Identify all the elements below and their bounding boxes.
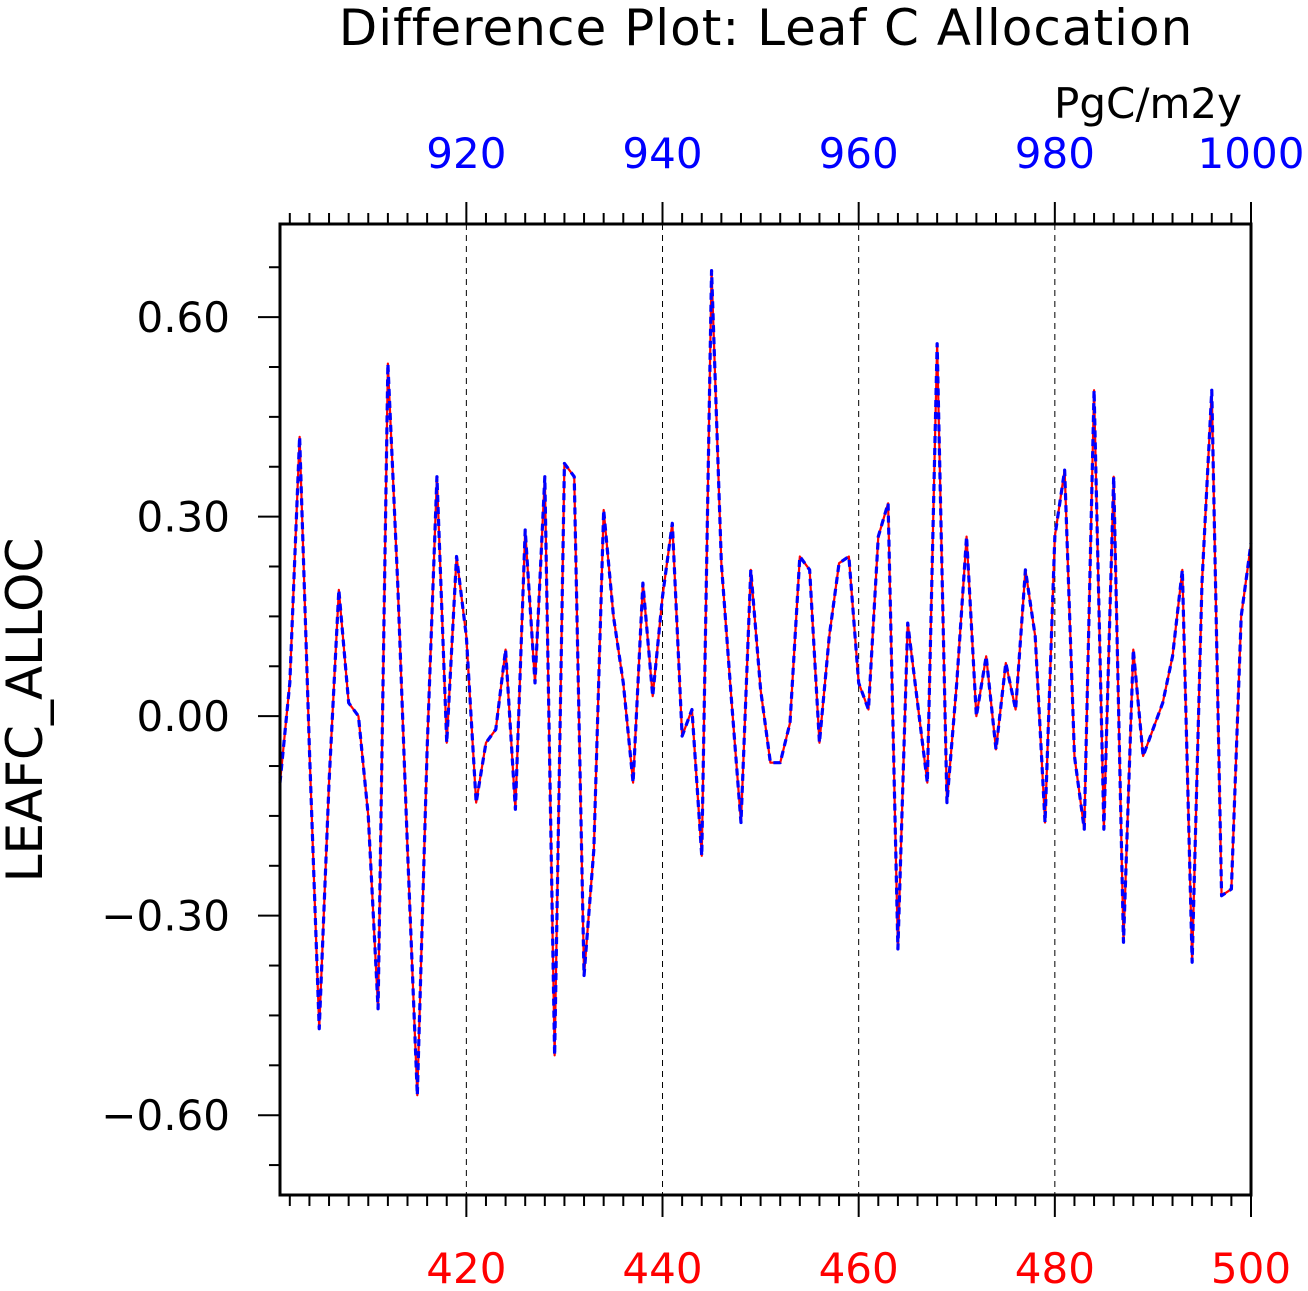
bottom-tick-label: 500 <box>1211 1244 1291 1286</box>
top-tick-label: 980 <box>1015 129 1095 178</box>
top-tick-label: 960 <box>819 129 899 178</box>
bottom-tick-label: 480 <box>1015 1244 1095 1286</box>
chart-title: Difference Plot: Leaf C Allocation <box>339 0 1194 57</box>
bottom-tick-label: 460 <box>819 1244 899 1286</box>
bottom-tick-label: 420 <box>426 1244 506 1286</box>
bottom-tick-label: 440 <box>622 1244 702 1286</box>
axis-ticks <box>258 202 1252 1217</box>
tick-labels: 420 440 460 480 500 920 940 960 980 1000 0.60 0.30 0… <box>101 129 1305 1291</box>
top-tick-label: 1000 <box>1198 129 1305 178</box>
y-tick-label: −0.60 <box>101 1091 230 1140</box>
plot-frame <box>278 222 1253 1197</box>
top-tick-label: 920 <box>426 129 506 178</box>
y-tick-label: 0.30 <box>136 493 230 542</box>
units-label: PgC/m2y <box>1054 79 1242 128</box>
grid-lines <box>465 224 1056 1195</box>
series-line-2 <box>278 268 1253 1097</box>
plot-frame-rect <box>278 222 1253 1197</box>
series-layer <box>278 268 1253 1097</box>
y-tick-label: 0.60 <box>136 293 230 342</box>
y-tick-label: 0.00 <box>136 692 230 741</box>
y-tick-label: −0.30 <box>101 892 230 941</box>
top-tick-label: 940 <box>622 129 702 178</box>
y-axis-title: LEAFC_ALLOC <box>0 538 54 883</box>
